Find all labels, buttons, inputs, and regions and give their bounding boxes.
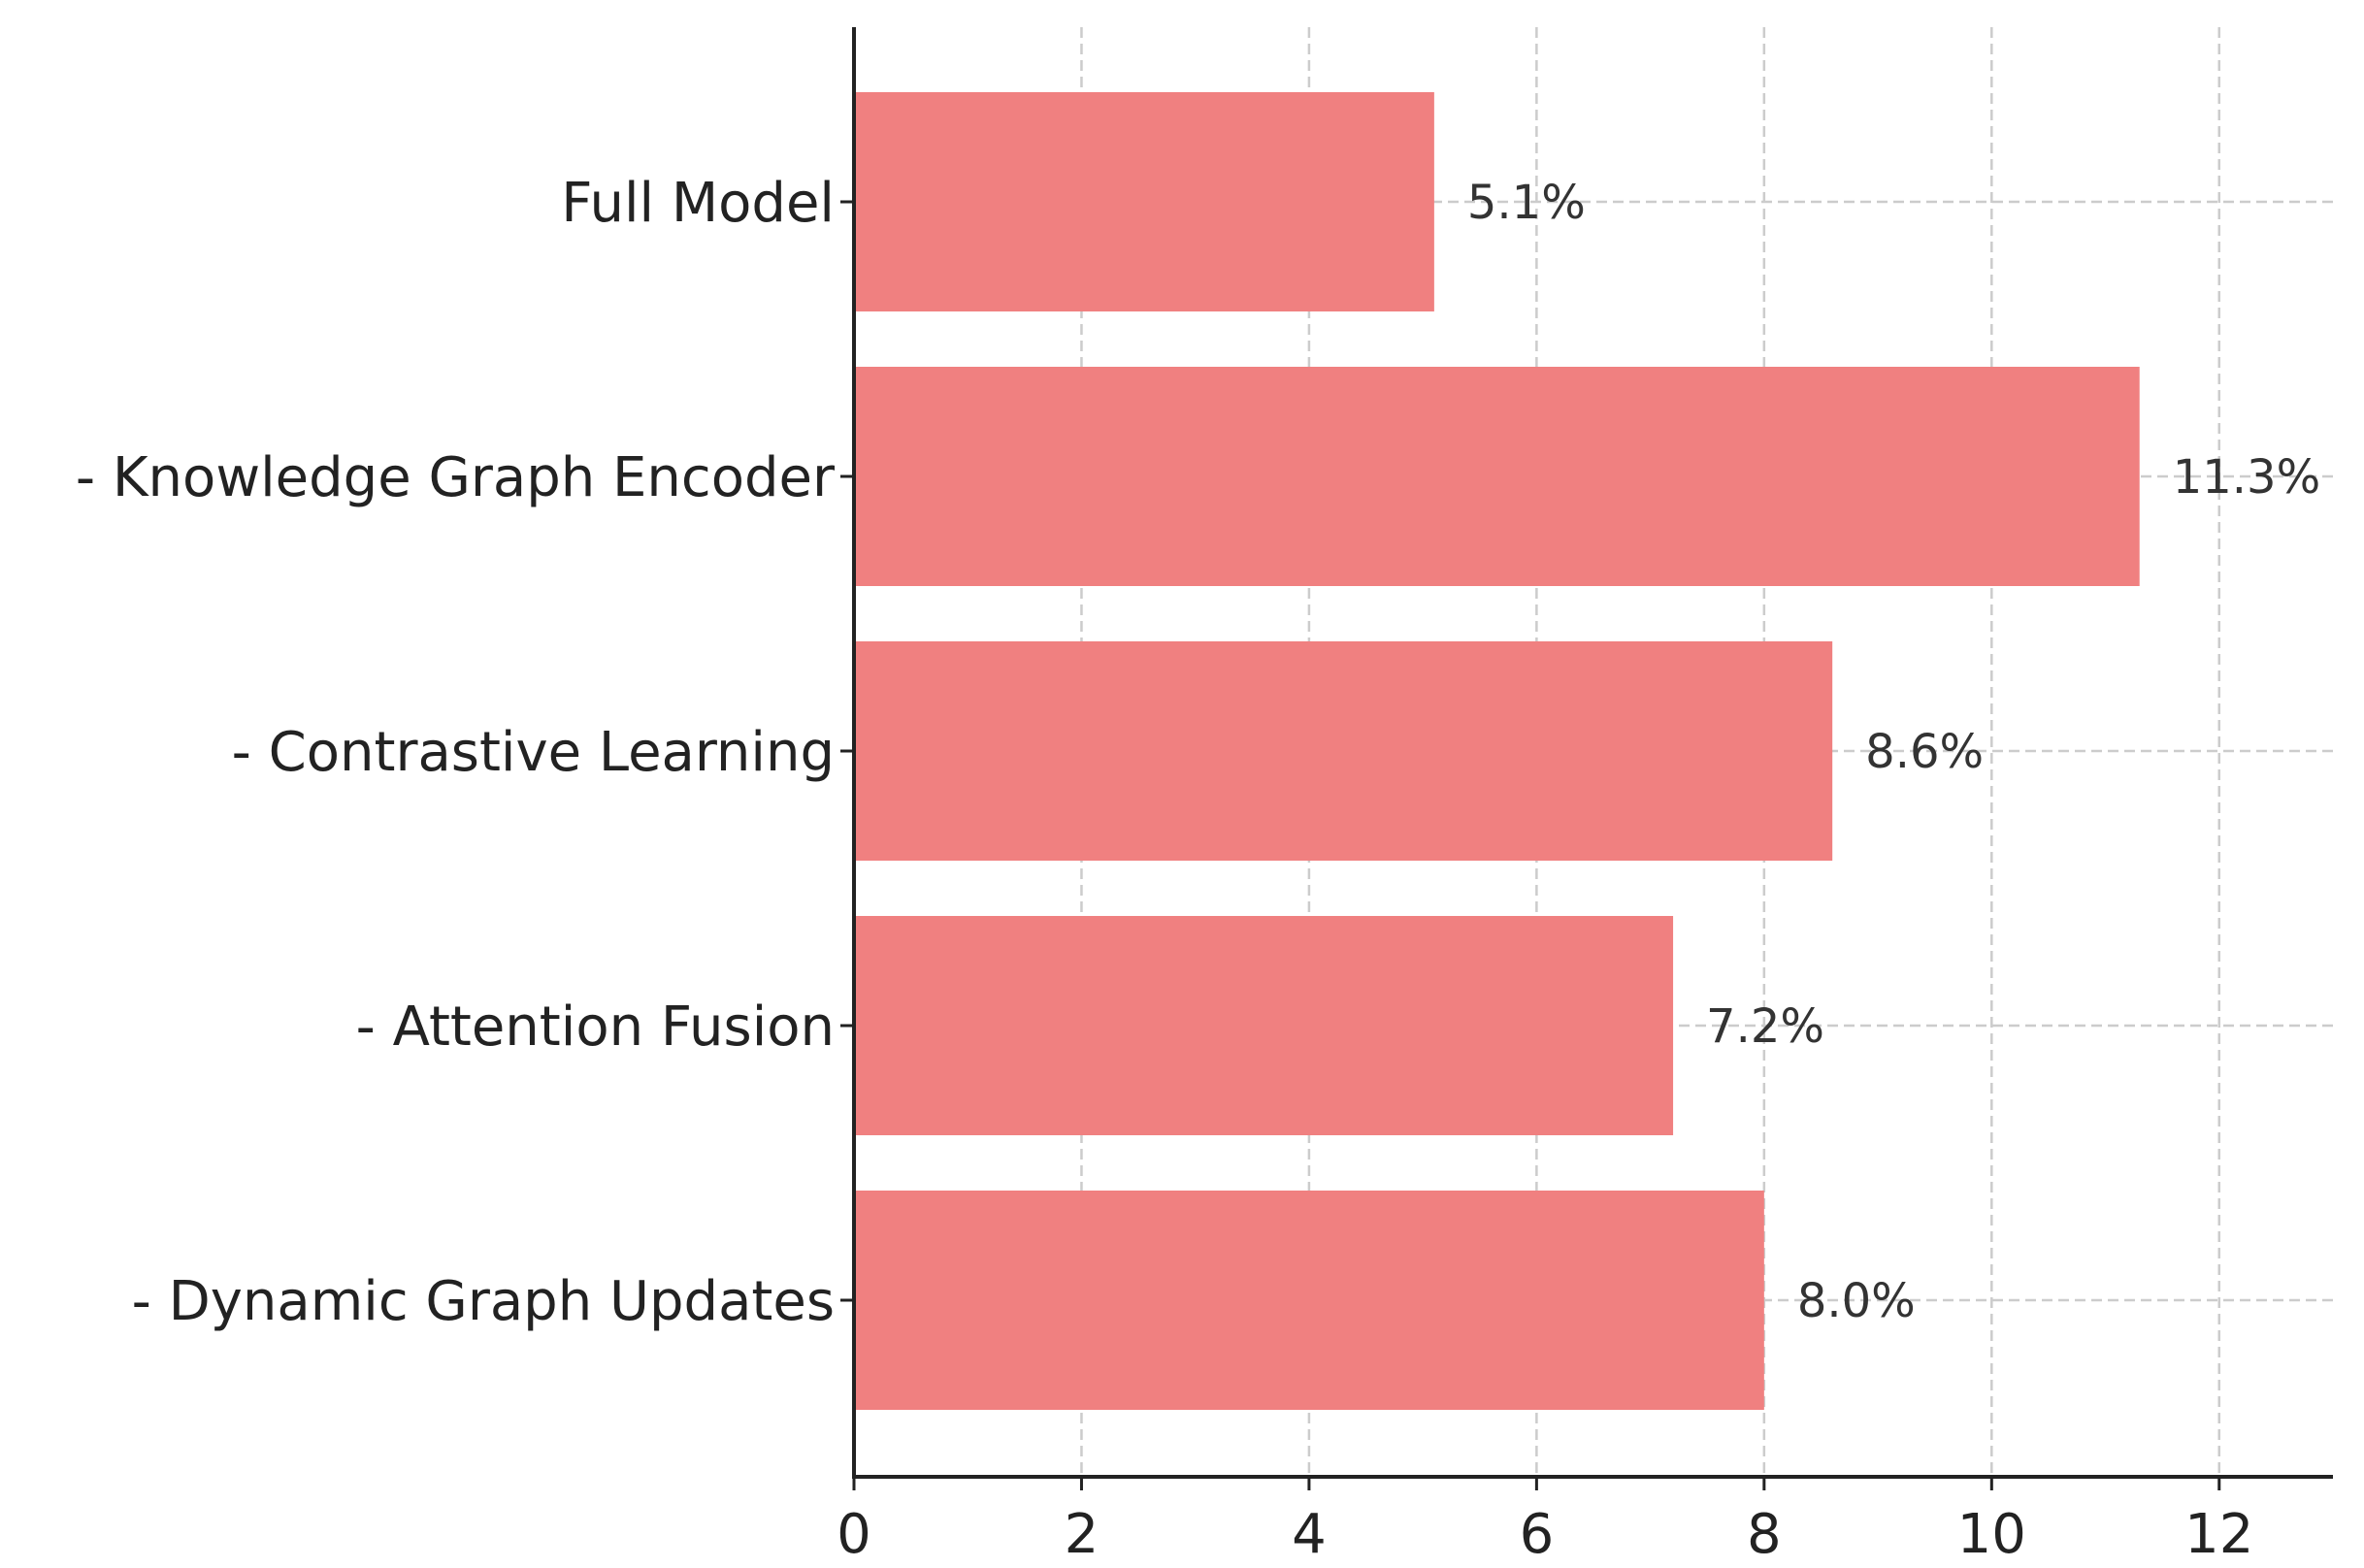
data-label: 5.1% bbox=[1467, 176, 1586, 230]
x-tick-label: 4 bbox=[1292, 1503, 1327, 1566]
x-tick-label: 10 bbox=[1957, 1503, 2026, 1566]
axes bbox=[840, 27, 2333, 1490]
data-label: 11.3% bbox=[2173, 450, 2320, 505]
category-label: - Dynamic Graph Updates bbox=[132, 1270, 835, 1333]
bar bbox=[854, 1191, 1764, 1410]
labels: 0 2 4 6 8 10 12 Full Model - Knowledge Graph Enc… bbox=[76, 172, 2320, 1566]
category-label: - Attention Fusion bbox=[356, 996, 835, 1059]
bar bbox=[854, 92, 1434, 311]
data-label: 8.0% bbox=[1797, 1274, 1916, 1328]
x-tick-label: 2 bbox=[1065, 1503, 1100, 1566]
x-tick-label: 12 bbox=[2184, 1503, 2253, 1566]
bars bbox=[854, 92, 2140, 1410]
bar bbox=[854, 641, 1833, 861]
x-tick-label: 8 bbox=[1747, 1503, 1782, 1566]
bar bbox=[854, 916, 1674, 1135]
data-label: 8.6% bbox=[1865, 725, 1984, 779]
bar bbox=[854, 367, 2140, 586]
category-label: - Knowledge Graph Encoder bbox=[76, 446, 836, 509]
category-label: Full Model bbox=[561, 172, 835, 235]
x-tick-label: 6 bbox=[1520, 1503, 1555, 1566]
x-tick-label: 0 bbox=[837, 1503, 871, 1566]
category-label: - Contrastive Learning bbox=[232, 721, 835, 784]
data-label: 7.2% bbox=[1706, 999, 1824, 1054]
